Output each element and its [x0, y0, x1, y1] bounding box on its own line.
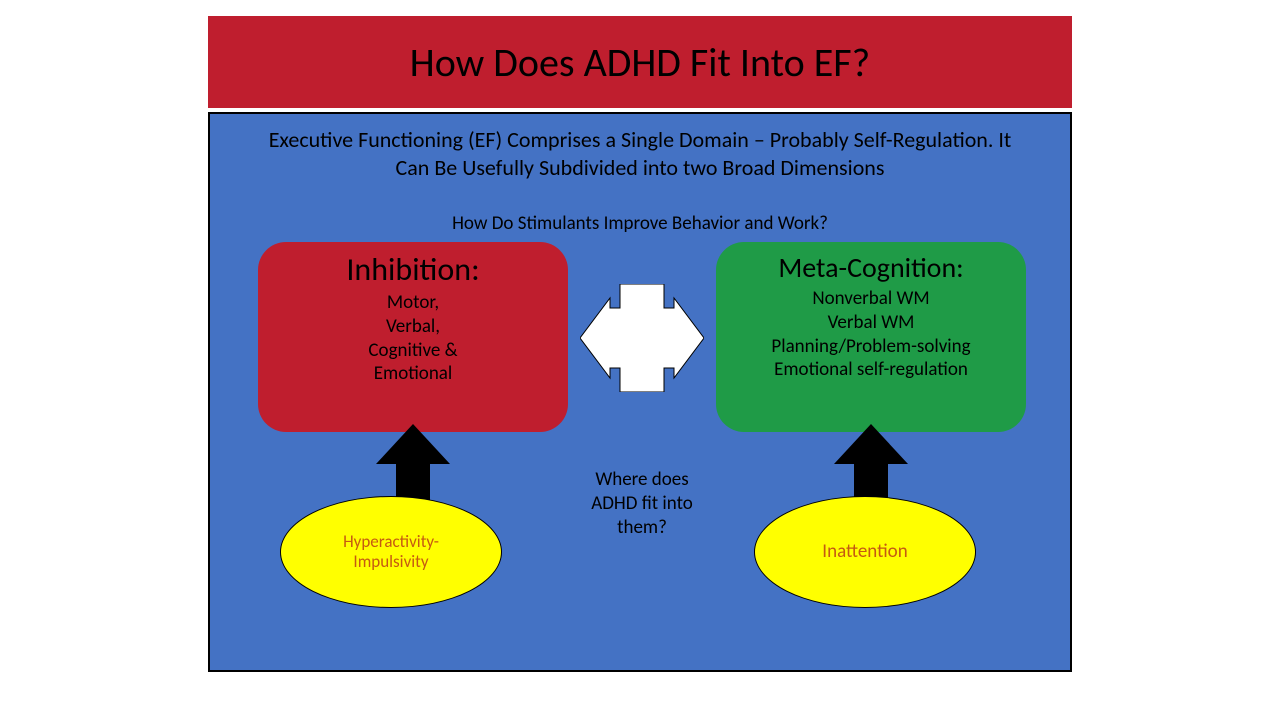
- metacognition-box: Meta-Cognition: Nonverbal WMVerbal WMPla…: [716, 242, 1026, 432]
- bidirectional-arrow-icon: [580, 284, 704, 392]
- question-top: How Do Stimulants Improve Behavior and W…: [210, 212, 1070, 235]
- title-bar: How Does ADHD Fit Into EF?: [208, 16, 1072, 108]
- inhibition-lines: Motor,Verbal,Cognitive &Emotional: [258, 291, 568, 386]
- metacognition-heading: Meta-Cognition:: [716, 250, 1026, 285]
- up-arrow-right-icon: [834, 424, 908, 502]
- subtitle-text: Executive Functioning (EF) Comprises a S…: [250, 126, 1030, 181]
- hyperactivity-ellipse: Hyperactivity-Impulsivity: [280, 496, 502, 608]
- slide-title: How Does ADHD Fit Into EF?: [410, 38, 870, 87]
- inattention-label: Inattention: [822, 541, 907, 564]
- question-middle: Where doesADHD fit intothem?: [572, 468, 712, 539]
- slide-container: How Does ADHD Fit Into EF? Executive Fun…: [208, 16, 1072, 674]
- inattention-ellipse: Inattention: [754, 496, 976, 608]
- inhibition-heading: Inhibition:: [258, 250, 568, 289]
- body-panel: Executive Functioning (EF) Comprises a S…: [208, 112, 1072, 672]
- hyperactivity-label: Hyperactivity-Impulsivity: [343, 532, 439, 573]
- up-arrow-left-icon: [376, 424, 450, 502]
- metacognition-lines: Nonverbal WMVerbal WMPlanning/Problem-so…: [716, 287, 1026, 382]
- inhibition-box: Inhibition: Motor,Verbal,Cognitive &Emot…: [258, 242, 568, 432]
